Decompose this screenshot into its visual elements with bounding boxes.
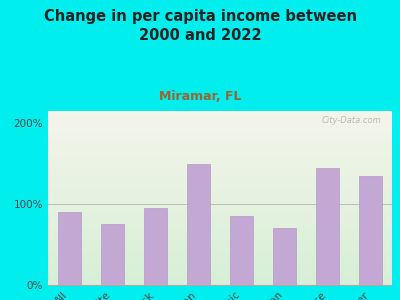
Bar [273,228,296,285]
Bar [230,216,253,285]
Bar [144,208,167,285]
Text: City-Data.com: City-Data.com [322,116,382,125]
Bar [316,168,339,285]
Bar [359,176,382,285]
Text: Change in per capita income between
2000 and 2022: Change in per capita income between 2000… [44,9,356,43]
Bar [187,164,210,285]
Bar [101,224,124,285]
Bar [58,212,81,285]
Text: Miramar, FL: Miramar, FL [159,90,241,103]
